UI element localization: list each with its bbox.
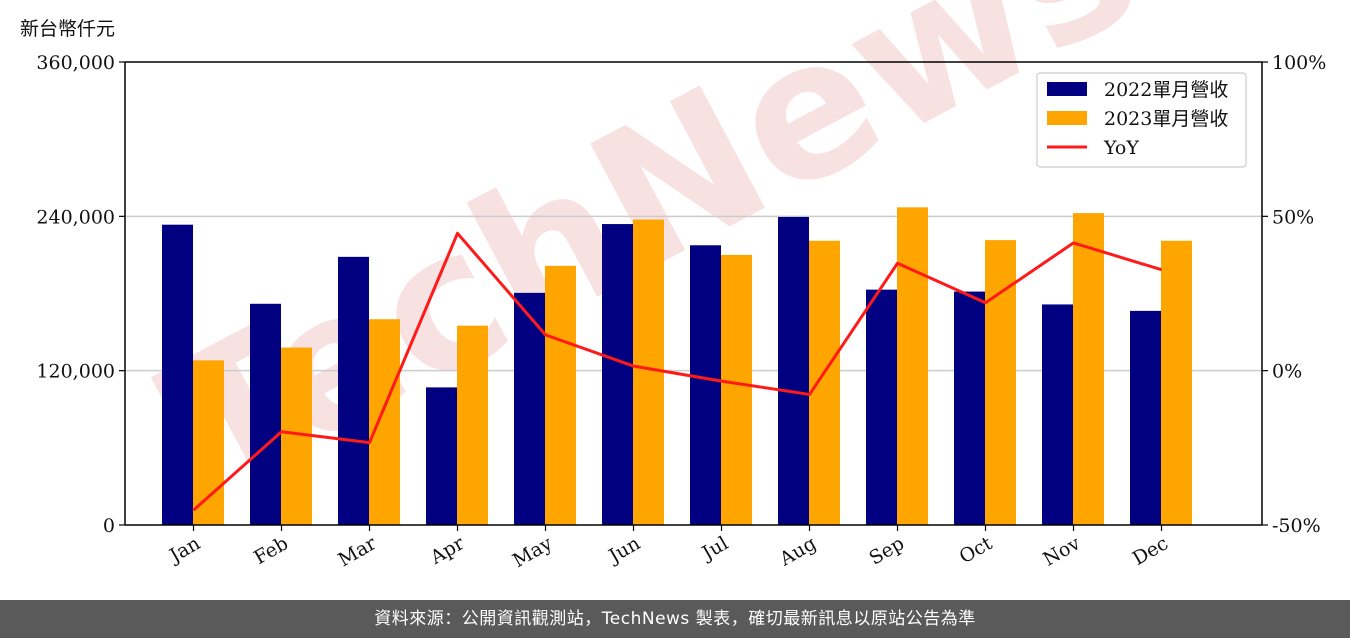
bar-2023-apr xyxy=(457,325,488,525)
bar-2022-oct xyxy=(954,291,985,525)
y2-tick-label: 0% xyxy=(1272,361,1302,383)
bar-2023-aug xyxy=(809,240,840,525)
x-tick-label-sep: Sep xyxy=(865,532,908,569)
x-tick-label-jun: Jun xyxy=(603,532,644,568)
bar-2023-jun xyxy=(633,219,664,525)
x-tick-label-jul: Jul xyxy=(697,532,732,565)
legend-box xyxy=(1036,72,1247,168)
y-tick-label: 120,000 xyxy=(36,361,115,383)
bar-2023-jan xyxy=(193,360,224,525)
y-tick-label: 240,000 xyxy=(36,206,115,228)
bar-2022-nov xyxy=(1042,304,1073,525)
bar-2022-aug xyxy=(778,216,809,526)
bar-2023-nov xyxy=(1073,213,1104,526)
bar-2022-apr xyxy=(426,387,457,525)
yoy-line xyxy=(192,231,1162,512)
bar-2023-jul xyxy=(721,254,752,525)
bar-2022-jul xyxy=(690,245,721,526)
bar-2022-mar xyxy=(338,256,369,525)
legend-swatch-2023 xyxy=(1047,111,1087,125)
x-tick-label-may: May xyxy=(509,532,556,572)
x-tick-label-nov: Nov xyxy=(1039,532,1084,571)
x-tick-label-feb: Feb xyxy=(250,532,292,569)
bar-2023-oct xyxy=(985,240,1016,525)
x-tick-label-aug: Aug xyxy=(775,532,820,571)
y2-tick-label: 100% xyxy=(1272,52,1326,74)
bar-2023-dec xyxy=(1161,240,1192,525)
bar-2022-jan xyxy=(162,224,193,525)
x-tick-label-apr: Apr xyxy=(426,532,469,569)
x-tick-label-jan: Jan xyxy=(164,532,204,568)
legend-swatch-2022 xyxy=(1047,82,1087,96)
bar-2023-sep xyxy=(897,207,928,525)
y-tick-label: 360,000 xyxy=(36,52,115,74)
bar-2022-may xyxy=(514,292,545,525)
x-tick-label-oct: Oct xyxy=(956,532,997,568)
y-axis-unit-label: 新台幣仟元 xyxy=(20,18,116,40)
revenue-chart: TechNews0120,000240,000360,000-50%0%50%1… xyxy=(36,0,1326,572)
bar-2023-mar xyxy=(369,319,400,525)
x-tick-label-dec: Dec xyxy=(1129,532,1172,570)
y2-tick-label: -50% xyxy=(1272,515,1321,537)
legend-label-2022: 2022單月營收 xyxy=(1104,79,1228,101)
y-tick-label: 0 xyxy=(103,515,115,537)
legend-label-2023: 2023單月營收 xyxy=(1104,108,1228,130)
x-tick-label-mar: Mar xyxy=(334,532,380,571)
source-footer: 資料來源：公開資訊觀測站，TechNews 製表，確切最新訊息以原站公告為準 xyxy=(0,600,1350,638)
bar-2022-feb xyxy=(250,303,281,525)
bar-2022-dec xyxy=(1130,310,1161,525)
y2-tick-label: 50% xyxy=(1272,206,1314,228)
bar-2022-sep xyxy=(866,289,897,525)
bar-2023-may xyxy=(545,265,576,525)
legend-label-yoy: YoY xyxy=(1103,137,1139,159)
legend: 2022單月營收 2023單月營收 YoY xyxy=(1036,72,1247,168)
bar-2022-jun xyxy=(602,224,633,526)
